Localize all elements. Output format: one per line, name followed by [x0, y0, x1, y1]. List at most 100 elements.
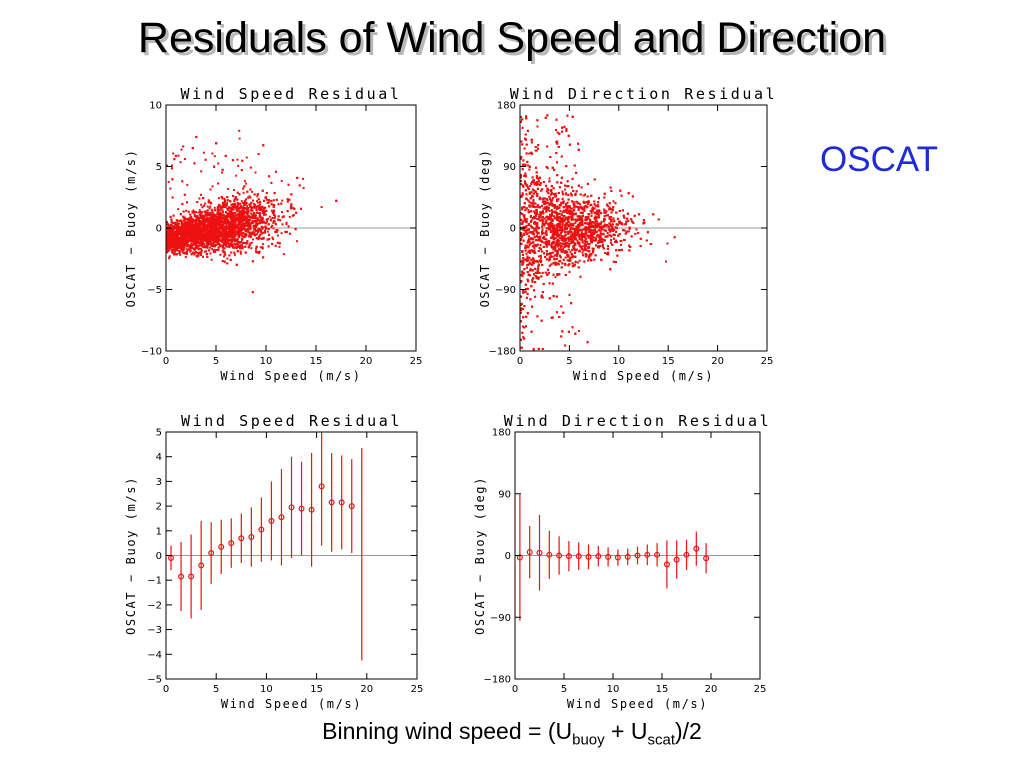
data-point	[236, 214, 239, 217]
data-point	[200, 193, 202, 196]
data-point	[217, 248, 220, 251]
data-point	[185, 231, 188, 234]
data-point	[209, 217, 212, 220]
data-point	[171, 233, 174, 236]
data-point	[243, 180, 246, 183]
data-point	[262, 243, 265, 246]
data-point	[169, 223, 172, 226]
data-point	[228, 226, 231, 229]
data-point	[216, 230, 219, 233]
data-point	[249, 166, 252, 169]
data-point	[247, 225, 250, 228]
data-point	[185, 243, 188, 246]
data-point	[257, 218, 260, 221]
data-point	[244, 220, 247, 223]
data-point	[290, 193, 293, 196]
data-point	[226, 240, 229, 243]
data-point	[266, 230, 269, 233]
data-point	[261, 219, 264, 222]
data-point	[234, 239, 237, 242]
data-point	[198, 251, 201, 254]
data-point	[234, 218, 237, 220]
data-point	[183, 232, 186, 235]
data-point	[236, 240, 239, 242]
data-point	[255, 230, 257, 232]
data-point	[222, 251, 225, 254]
data-point	[227, 208, 230, 211]
data-point	[173, 225, 175, 228]
data-point	[202, 242, 205, 245]
data-point	[192, 209, 195, 212]
data-point	[243, 209, 245, 212]
data-point	[202, 220, 205, 223]
data-point	[211, 247, 214, 250]
data-point	[268, 215, 271, 218]
data-point	[209, 232, 212, 235]
data-point	[178, 237, 181, 239]
data-point	[270, 219, 272, 222]
data-point	[183, 229, 186, 232]
data-point	[239, 221, 242, 224]
data-point	[185, 240, 188, 243]
data-point	[172, 246, 175, 249]
data-point	[179, 226, 182, 229]
data-point	[243, 235, 246, 238]
data-point	[203, 246, 205, 249]
data-point	[221, 201, 224, 204]
data-point	[260, 230, 262, 233]
data-point	[208, 249, 211, 252]
data-point	[213, 237, 216, 240]
data-point	[181, 180, 184, 183]
data-point	[210, 214, 213, 217]
data-point	[232, 195, 235, 197]
data-point	[234, 221, 237, 224]
data-point	[232, 206, 235, 209]
data-point	[168, 255, 171, 258]
data-point	[245, 217, 247, 220]
data-point	[260, 237, 263, 240]
data-point	[211, 234, 214, 237]
data-point	[238, 220, 241, 223]
data-point	[250, 201, 253, 204]
data-point	[226, 207, 229, 210]
data-point	[216, 239, 219, 242]
data-point	[215, 213, 218, 216]
data-point	[201, 230, 204, 233]
data-point	[178, 230, 181, 233]
data-point	[242, 228, 245, 231]
data-point	[199, 252, 202, 255]
data-point	[262, 207, 265, 210]
data-point	[208, 212, 211, 214]
data-point	[270, 209, 273, 212]
data-point	[193, 219, 196, 222]
data-point	[194, 215, 197, 218]
data-point	[271, 212, 274, 214]
data-point	[181, 203, 184, 206]
data-point	[222, 211, 224, 214]
data-point	[276, 241, 279, 244]
data-point	[178, 233, 180, 236]
data-point	[251, 221, 254, 224]
data-point	[274, 230, 277, 233]
data-point	[214, 251, 217, 253]
data-point	[215, 228, 218, 231]
data-point	[244, 224, 247, 227]
data-point	[239, 233, 242, 236]
data-point	[196, 252, 199, 255]
data-point	[220, 226, 223, 229]
data-point	[190, 234, 193, 237]
data-point	[217, 246, 220, 249]
data-point	[252, 214, 255, 217]
data-point	[228, 243, 231, 246]
data-point	[213, 165, 216, 168]
data-point	[220, 244, 223, 247]
data-point	[244, 223, 246, 226]
data-point	[224, 222, 227, 224]
data-point	[223, 199, 226, 202]
data-point	[187, 210, 190, 213]
data-point	[232, 213, 235, 216]
data-point	[244, 198, 247, 201]
data-point	[204, 213, 207, 216]
data-point	[231, 213, 233, 216]
data-point	[272, 238, 275, 241]
